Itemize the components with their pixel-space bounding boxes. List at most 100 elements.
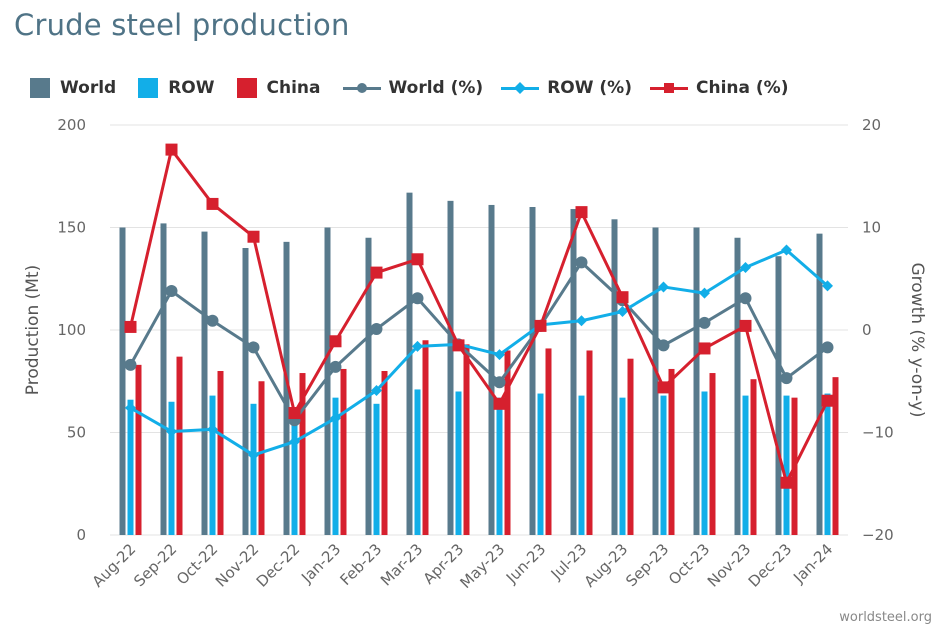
china-bar-swatch	[236, 78, 257, 98]
china-bar	[627, 358, 634, 535]
china-bar	[709, 373, 716, 535]
china-bar	[135, 364, 142, 535]
world-point	[206, 314, 219, 327]
row-point	[822, 280, 833, 292]
row-point	[412, 340, 423, 352]
world-pct-line-swatch	[342, 78, 381, 98]
world-bar	[529, 207, 536, 535]
world-bar	[693, 227, 700, 535]
legend-item-china[interactable]: China	[236, 78, 321, 98]
china-bar	[217, 371, 224, 535]
y-tick-label: 200	[57, 116, 86, 134]
world-bar	[775, 256, 782, 535]
world-bar	[570, 209, 577, 536]
source-credit: worldsteel.org	[839, 610, 932, 625]
china-point	[411, 253, 424, 266]
china-point	[124, 320, 137, 333]
world-bar	[283, 241, 290, 535]
row-bar	[660, 395, 667, 535]
row-bar	[537, 393, 544, 535]
row-point	[166, 425, 177, 437]
world-bar	[734, 237, 741, 535]
row-point	[289, 436, 300, 448]
china-point	[657, 381, 670, 394]
x-tick-label: Jan-24	[789, 540, 836, 587]
world-bar	[406, 192, 413, 535]
row-point	[330, 412, 341, 424]
china-point	[206, 197, 219, 210]
row-bar-swatch	[138, 78, 159, 98]
world-bar	[447, 200, 454, 535]
china-bar	[176, 356, 183, 535]
china-line	[129, 148, 829, 485]
legend-label: China	[266, 78, 321, 98]
row-point	[248, 449, 259, 461]
legend-item-row-pct[interactable]: ROW (%)	[501, 78, 632, 98]
china-bar	[586, 350, 593, 535]
china-point	[534, 319, 547, 332]
world-point	[370, 322, 383, 335]
row-bar	[373, 403, 380, 535]
legend-item-world[interactable]: World	[30, 78, 116, 98]
row-bar	[250, 403, 257, 535]
y2-axis-title: Growth (% y-on-y)	[907, 262, 927, 417]
row-bar	[168, 401, 175, 535]
world-point	[698, 316, 711, 329]
row-bar	[701, 391, 708, 535]
china-bar	[340, 368, 347, 535]
y-tick-label: 50	[67, 424, 86, 442]
china-bar	[668, 368, 675, 535]
row-bar	[209, 395, 216, 535]
row-point	[658, 281, 669, 293]
row-bar	[742, 395, 749, 535]
row-bar	[291, 414, 298, 535]
china-pct-line-swatch	[650, 78, 688, 98]
world-bar	[816, 233, 823, 535]
china-point	[493, 397, 506, 410]
row-bar	[824, 393, 831, 535]
legend-item-china-pct[interactable]: China (%)	[650, 78, 788, 98]
y-axis-title: Production (Mt)	[23, 265, 43, 395]
row-point	[699, 287, 710, 299]
china-bar	[258, 381, 265, 535]
x-tick-label: Nov-22	[212, 540, 262, 590]
row-bar	[619, 397, 626, 535]
row-bar	[127, 399, 134, 535]
x-tick-label: Sep-22	[130, 540, 180, 590]
x-tick-label: Aug-23	[581, 540, 632, 591]
legend: World ROW China World (%) ROW (%) China …	[30, 74, 788, 102]
row-point	[617, 306, 628, 318]
x-tick-label: Jun-23	[502, 540, 549, 587]
row-bar	[332, 397, 339, 535]
legend-item-world-pct[interactable]: World (%)	[342, 78, 484, 98]
world-point	[780, 372, 793, 385]
world-bar	[160, 223, 167, 535]
china-point	[370, 266, 383, 279]
china-point	[165, 143, 178, 156]
china-bar	[381, 371, 388, 535]
row-bar	[496, 397, 503, 535]
y2-tick-label: −20	[862, 526, 894, 544]
china-point	[616, 291, 629, 304]
y-tick-label: 0	[76, 526, 86, 544]
row-point	[494, 349, 505, 361]
legend-item-row[interactable]: ROW	[138, 78, 215, 98]
world-point	[821, 341, 834, 354]
x-tick-label: Dec-22	[253, 540, 304, 591]
world-point	[329, 360, 342, 373]
world-point	[657, 339, 670, 352]
row-point	[740, 261, 751, 273]
world-bar	[611, 219, 618, 536]
world-bar	[652, 227, 659, 535]
china-point	[575, 206, 588, 219]
china-bar	[504, 350, 511, 535]
x-tick-label: Feb-23	[336, 540, 385, 589]
y2-tick-label: 0	[862, 321, 872, 339]
legend-label: World (%)	[388, 78, 484, 98]
y-tick-label: 150	[57, 219, 86, 237]
legend-label: World	[60, 78, 117, 98]
world-point	[247, 341, 260, 354]
world-line	[129, 260, 829, 422]
x-tick-label: Nov-23	[704, 540, 754, 590]
world-point	[575, 256, 588, 269]
